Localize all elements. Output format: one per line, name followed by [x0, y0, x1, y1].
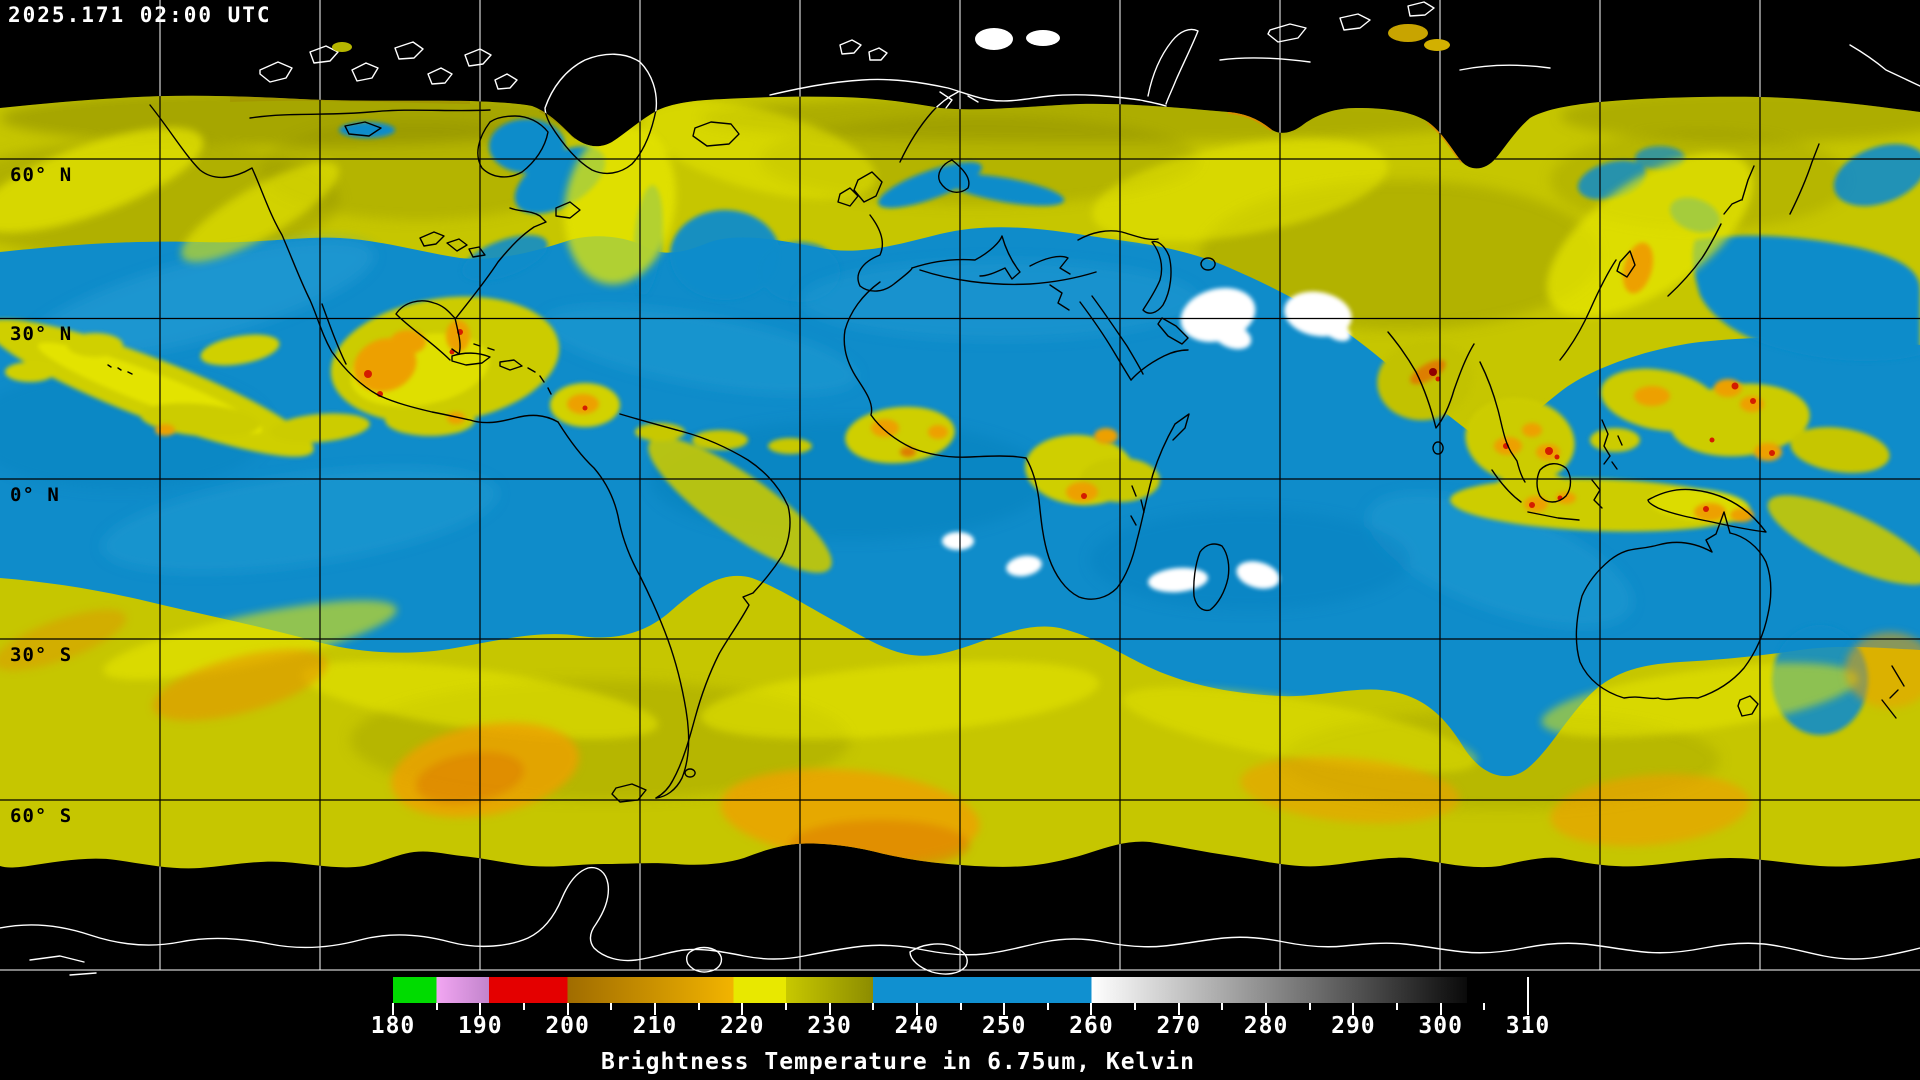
colorbar-tick-label: 310 — [1505, 1013, 1551, 1039]
graticule-over-data — [0, 95, 1920, 869]
colorbar-endcap — [1527, 977, 1529, 1015]
colorbar-minor-tick — [522, 1003, 525, 1010]
colorbar-major-tick — [915, 1003, 918, 1015]
colorbar-minor-tick — [435, 1003, 438, 1010]
colorbar-minor-tick — [1221, 1003, 1224, 1010]
colorbar-tick-label: 280 — [1243, 1013, 1289, 1039]
latitude-label-30n: 30° N — [10, 323, 73, 345]
colorbar-tick-label: 270 — [1156, 1013, 1202, 1039]
cold-convective-cores — [155, 242, 1782, 522]
colorbar-tick-label: 210 — [632, 1013, 678, 1039]
colorbar-major-tick — [479, 1003, 482, 1015]
colorbar-major-tick — [1439, 1003, 1442, 1015]
colorbar-tick-label: 200 — [545, 1013, 590, 1039]
colorbar-minor-tick — [1483, 1003, 1486, 1010]
colorbar-tick-label: 300 — [1418, 1013, 1463, 1039]
colorbar-tick-label: 230 — [807, 1013, 852, 1039]
colorbar-tick-label: 180 — [370, 1013, 416, 1039]
colorbar-major-tick — [828, 1003, 831, 1015]
colorbar-scale: 180 190 200 210 220 230 240 250 260 270 280 290 300 3… — [371, 977, 1549, 1047]
detached-swath-fragments — [332, 24, 1450, 52]
colorbar-minor-tick — [697, 1003, 700, 1010]
colorbar-minor-tick — [872, 1003, 875, 1010]
colorbar-major-tick — [1177, 1003, 1180, 1015]
colorbar-minor-tick — [610, 1003, 613, 1010]
blue-patches — [339, 119, 1920, 735]
colorbar-major-tick — [566, 1003, 569, 1015]
colorbar-tick-label: 290 — [1331, 1013, 1376, 1039]
colorbar-gradient — [393, 977, 1528, 1003]
latitude-label-0n: 0° N — [10, 484, 60, 506]
colorbar-minor-tick — [1134, 1003, 1137, 1010]
colorbar-tick-label: 220 — [719, 1013, 765, 1039]
colorbar-minor-tick — [1046, 1003, 1049, 1010]
latitude-label-60n: 60° N — [10, 164, 73, 186]
colorbar-minor-tick — [784, 1003, 787, 1010]
latitude-label-30s: 30° S — [10, 644, 73, 666]
colorbar-minor-tick — [959, 1003, 962, 1010]
colorbar-title: Brightness Temperature in 6.75um, Kelvin — [601, 1049, 1195, 1075]
latitude-label-60s: 60° S — [10, 805, 73, 827]
brightness-temperature-field — [0, 95, 1920, 869]
colorbar-major-tick — [392, 1003, 394, 1015]
colorbar-minor-tick — [1308, 1003, 1311, 1010]
colorbar-major-tick — [1352, 1003, 1355, 1015]
colorbar-major-tick — [1090, 1003, 1093, 1015]
colorbar-major-tick — [1527, 1003, 1529, 1015]
timestamp: 2025.171 02:00 UTC — [8, 3, 272, 27]
colorbar-tick-label: 250 — [981, 1013, 1027, 1039]
white-cold-patches — [942, 288, 1352, 593]
colorbar-tick-label: 240 — [894, 1013, 940, 1039]
colorbar-tick-label: 260 — [1069, 1013, 1114, 1039]
colorbar-major-tick — [1265, 1003, 1268, 1015]
colorbar-tick-label: 190 — [458, 1013, 503, 1039]
colorbar-major-tick — [1003, 1003, 1006, 1015]
colorbar-major-tick — [741, 1003, 744, 1015]
colorbar-minor-tick — [1396, 1003, 1399, 1010]
colorbar-major-tick — [653, 1003, 656, 1015]
southern-orange-patches — [0, 609, 1920, 869]
